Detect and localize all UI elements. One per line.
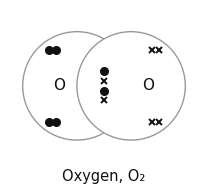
Text: O: O — [142, 78, 155, 93]
Circle shape — [23, 32, 131, 140]
Text: Oxygen, O₂: Oxygen, O₂ — [62, 169, 146, 184]
Text: O: O — [53, 78, 66, 93]
Circle shape — [77, 32, 185, 140]
